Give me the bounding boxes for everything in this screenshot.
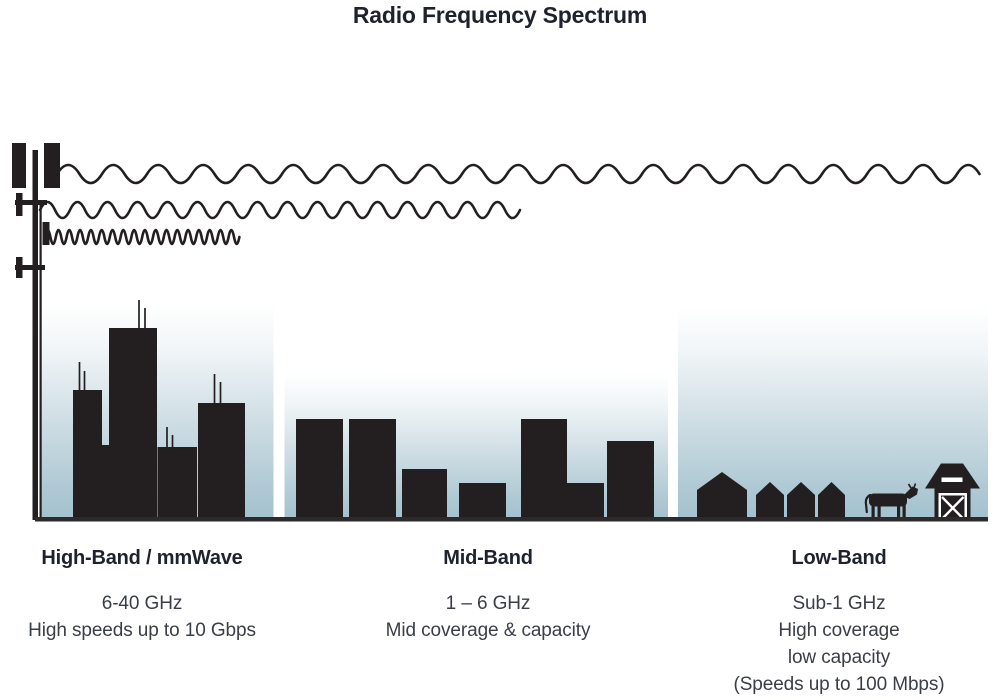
building	[73, 390, 102, 520]
cow-head	[903, 486, 918, 499]
cell-tower-icon	[12, 143, 60, 520]
band-label-low: Low-Band Sub-1 GHz High coverage low cap…	[713, 547, 965, 698]
short-wave-icon	[43, 228, 241, 246]
house-icon	[787, 482, 815, 520]
cow-body	[869, 493, 907, 507]
building	[459, 483, 506, 520]
band-detail-low-2: low capacity	[787, 647, 891, 668]
house-icon	[697, 472, 747, 520]
barn-loft-vent	[941, 477, 963, 482]
ground-line	[35, 517, 988, 522]
band-detail-mid: Mid coverage & capacity	[385, 620, 591, 641]
medium-wave-icon	[38, 200, 522, 220]
cow-leg	[897, 504, 901, 518]
band-name-mid: Mid-Band	[443, 547, 533, 569]
page-title: Radio Frequency Spectrum	[352, 2, 648, 28]
house-icon	[818, 482, 845, 520]
building	[567, 483, 604, 520]
band-detail-low-3: (Speeds up to 100 Mbps)	[733, 674, 945, 695]
building	[157, 447, 197, 520]
cow-horn	[907, 483, 912, 489]
building	[102, 445, 110, 520]
cow-icon	[864, 483, 918, 518]
tower-panel-upper-left	[16, 193, 23, 216]
tower-panel-lower-left	[16, 257, 23, 278]
building	[349, 419, 396, 520]
band-detail-high: High speeds up to 10 Gbps	[28, 620, 256, 641]
band-freq-low: Sub-1 GHz	[792, 593, 886, 614]
building	[198, 403, 245, 520]
cow-horn	[913, 483, 917, 488]
barn-roof	[925, 463, 980, 489]
midband-skyline	[296, 419, 654, 520]
band-label-mid: Mid-Band 1 – 6 GHz Mid coverage & capaci…	[362, 547, 614, 644]
band-name-high: High-Band / mmWave	[41, 547, 243, 569]
building	[109, 328, 157, 520]
band-name-low: Low-Band	[791, 547, 887, 569]
antenna-panel-right	[44, 143, 60, 188]
tower-crossbar-upper	[15, 200, 47, 205]
cow-leg	[902, 504, 906, 518]
building	[402, 469, 447, 520]
building	[296, 419, 343, 520]
highband-skyline	[73, 300, 245, 520]
tower-panel-right	[42, 222, 50, 245]
cow-tail	[864, 493, 872, 514]
barn-icon	[925, 463, 980, 520]
band-freq-mid: 1 – 6 GHz	[445, 593, 531, 614]
band-freq-high: 6-40 GHz	[101, 593, 183, 614]
band-label-high: High-Band / mmWave 6-40 GHz High speeds …	[16, 547, 268, 644]
band-detail-low-1: High coverage	[778, 620, 900, 641]
long-wave-icon	[55, 163, 981, 185]
building	[607, 441, 654, 520]
cow-leg	[877, 504, 881, 518]
tower-pole-secondary	[39, 205, 42, 520]
antenna-panel-left	[12, 143, 26, 188]
building	[521, 419, 567, 520]
tower-crossbar-lower	[15, 265, 45, 270]
barn-door-crossbuck	[941, 496, 965, 520]
lowband-farm	[697, 463, 980, 520]
house-icon	[756, 482, 784, 520]
radio-waves	[38, 163, 981, 246]
tower-pole	[32, 150, 38, 520]
cow-leg	[871, 504, 875, 518]
